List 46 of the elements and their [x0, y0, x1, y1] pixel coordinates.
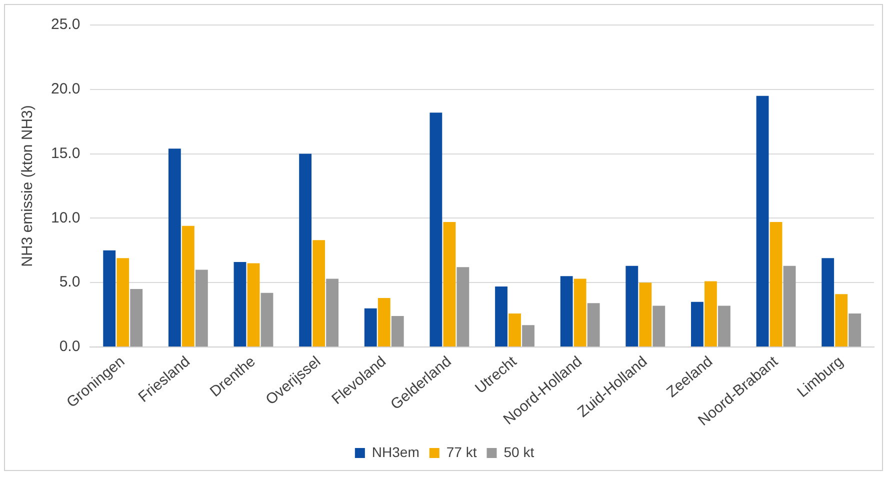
- legend-label: 50 kt: [504, 444, 534, 460]
- y-axis-title: NH3 emissie (kton NH3): [19, 105, 36, 267]
- bar: [378, 298, 390, 346]
- bar: [756, 96, 769, 346]
- bar: [574, 278, 586, 346]
- bar: [587, 303, 600, 346]
- y-tick-label: 25.0: [50, 16, 80, 34]
- bar: [770, 222, 782, 346]
- bar: [443, 222, 456, 346]
- y-tick-label: 0.0: [59, 338, 80, 356]
- bar: [364, 308, 377, 346]
- bar: [522, 325, 534, 346]
- bar: [312, 240, 326, 346]
- bar: [168, 148, 181, 346]
- bar: [182, 226, 194, 346]
- legend-label: NH3em: [372, 444, 420, 460]
- y-tick-label: 15.0: [50, 144, 80, 162]
- bar: [234, 262, 246, 346]
- bar: [508, 313, 521, 346]
- bar: [103, 250, 116, 346]
- bar: [299, 154, 312, 346]
- bar: [704, 281, 717, 346]
- bar: [116, 258, 130, 346]
- bar: [835, 294, 848, 346]
- bar: [560, 276, 573, 346]
- y-tick-label: 10.0: [50, 209, 80, 226]
- bar: [195, 270, 208, 346]
- bar: [130, 289, 143, 346]
- bar: [652, 306, 666, 346]
- bar: [430, 112, 442, 346]
- bar: [495, 286, 508, 346]
- bar: [822, 258, 834, 346]
- bar: [391, 316, 404, 346]
- bar: [848, 313, 862, 346]
- legend-label: 77 kt: [446, 444, 477, 460]
- bar: [456, 267, 470, 346]
- bar: [326, 278, 339, 346]
- y-tick-label: 5.0: [59, 274, 80, 291]
- bar: [783, 266, 796, 346]
- bar: [718, 306, 730, 346]
- bar: [639, 282, 652, 346]
- y-tick-label: 20.0: [50, 80, 80, 98]
- bar: [626, 266, 638, 346]
- bar: [691, 302, 704, 346]
- bar: [247, 263, 260, 346]
- bar: [260, 292, 274, 346]
